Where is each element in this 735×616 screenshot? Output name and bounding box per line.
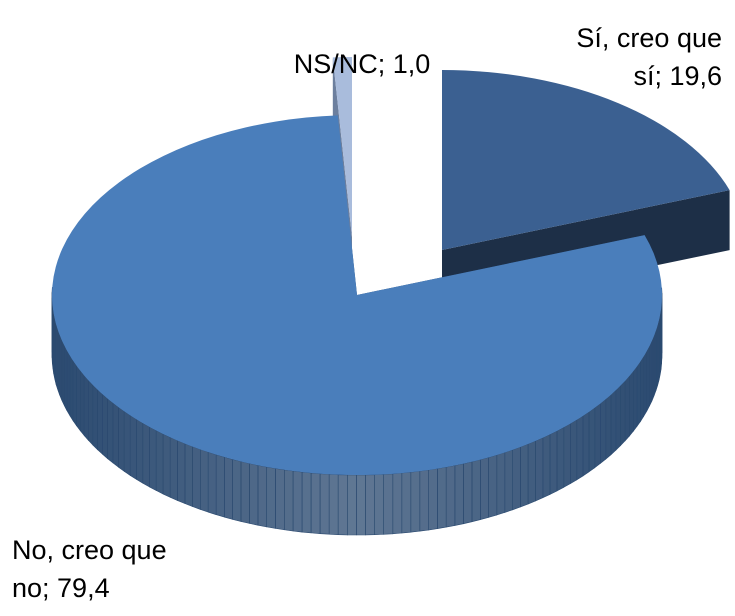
outer-wall [70,356,73,421]
outer-wall [480,457,488,519]
outer-wall [625,376,629,441]
outer-wall [200,449,208,512]
outer-wall [429,469,438,530]
outer-wall [564,424,571,488]
outer-wall [647,346,650,411]
outer-wall [505,450,513,513]
outer-wall [589,408,595,472]
slice-label-line: no; 79,4 [12,573,110,603]
outer-wall [577,416,583,480]
slice-label-line: No, creo que [12,535,167,565]
outer-wall [621,381,626,446]
outer-wall [329,474,338,535]
outer-wall [606,395,611,459]
outer-wall [384,474,393,535]
outer-wall [595,403,601,467]
outer-wall [311,473,320,534]
outer-wall [420,470,429,531]
outer-wall [402,472,411,533]
outer-wall [208,452,216,515]
outer-wall [455,464,464,526]
outer-wall [411,471,420,532]
outer-wall [644,351,647,416]
outer-wall [73,361,76,426]
outer-wall [320,474,329,535]
outer-wall [241,462,250,524]
outer-wall [393,473,402,534]
outer-wall [557,427,564,491]
outer-wall [143,423,150,487]
outer-wall [600,399,605,463]
outer-wall [543,434,550,497]
outer-wall [366,475,375,535]
outer-wall [170,437,177,500]
outer-wall [536,438,543,501]
outer-wall [284,470,293,531]
outer-wall [649,341,652,406]
outer-wall [464,462,473,524]
outer-wall [136,419,142,483]
outer-wall [163,434,170,497]
outer-wall [233,459,241,521]
outer-wall [98,390,103,455]
outer-wall [438,467,447,528]
outer-wall [356,475,365,535]
outer-wall [124,411,130,475]
outer-wall [185,444,193,507]
outer-wall [611,390,616,455]
outer-wall [224,457,232,519]
outer-wall [583,412,589,476]
outer-wall [216,455,224,517]
outer-wall [88,380,92,445]
outer-wall [258,465,267,527]
outer-wall [67,351,70,416]
outer-wall [193,447,201,510]
outer-wall [84,376,88,441]
slice-label-line: sí; 19,6 [633,61,722,91]
outer-wall [637,361,641,426]
slice-label: NS/NC; 1,0 [294,49,431,79]
slice-label: Sí, creo que sí; 19,6 [576,23,722,91]
slice-label-line: Sí, creo que [576,23,722,53]
outer-wall [521,444,529,507]
outer-wall [156,431,163,495]
outer-wall [113,403,119,467]
outer-wall [616,386,621,451]
outer-wall [77,366,81,431]
outer-wall [267,467,276,529]
outer-wall [64,346,67,411]
outer-wall [338,475,347,535]
outer-wall [178,441,186,504]
outer-wall [80,371,84,436]
outer-wall [652,336,654,401]
outer-wall [570,420,576,484]
outer-wall [93,385,98,450]
outer-wall [629,371,633,436]
outer-wall [293,471,302,532]
outer-wall [302,472,311,533]
outer-wall [489,455,497,517]
outer-wall [472,460,480,522]
outer-wall [130,415,136,479]
outer-wall [528,441,536,504]
outer-wall [60,335,62,400]
outer-wall [149,427,156,491]
outer-wall [375,474,384,534]
outer-wall [550,431,557,495]
outer-wall [497,452,505,515]
outer-wall [108,399,113,463]
outer-wall [102,394,107,459]
outer-wall [446,466,455,528]
outer-wall [62,340,65,405]
outer-wall [641,356,644,421]
slice-label-line: NS/NC; 1,0 [294,49,431,79]
slice-label: No, creo que no; 79,4 [12,535,167,603]
outer-wall [513,447,521,510]
outer-wall [633,366,637,431]
outer-wall [276,468,285,529]
outer-wall [119,407,125,471]
outer-wall [250,463,259,525]
outer-wall [347,475,356,535]
